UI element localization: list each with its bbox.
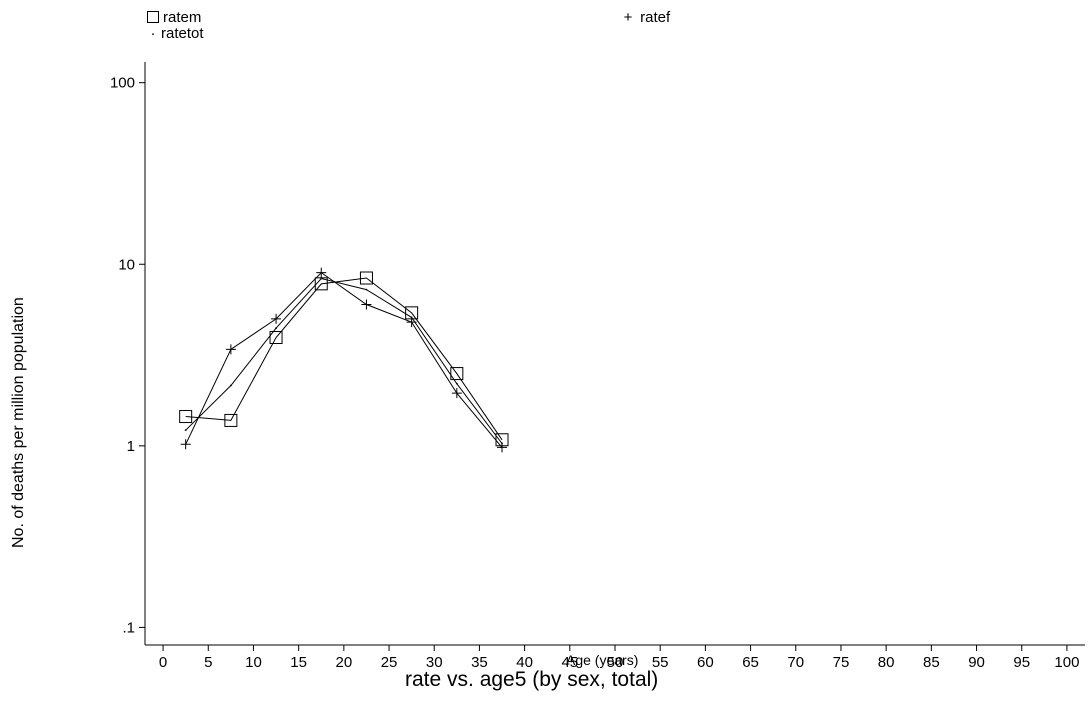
ratetot-point	[275, 327, 277, 330]
chart-title: rate vs. age5 (by sex, total)	[405, 668, 659, 691]
ratef-line	[185, 271, 503, 448]
x-tick-label: 60	[697, 654, 714, 671]
y-tick-label: 1	[127, 438, 135, 455]
ratetot-legend-symbol: ·	[150, 25, 156, 42]
series-layer	[179, 267, 509, 453]
ratetot-point	[320, 277, 323, 280]
ratef-point	[361, 299, 372, 310]
x-tick-label: 55	[652, 654, 669, 671]
ratetot-line	[185, 277, 503, 444]
ratem-legend-symbol	[147, 11, 159, 23]
ratetot-point	[455, 382, 458, 385]
y-axis-label: No. of deaths per million population	[10, 297, 27, 548]
x-axis-label: Age (years)	[566, 652, 639, 668]
x-tick-label: 5	[204, 654, 212, 671]
ratem-point	[224, 413, 238, 427]
y-tick-label: 100	[110, 75, 135, 92]
x-ticks: 0 5 10 15 20 25 30 35 40 45 50 55 60 65 70 75 80 85 90 95 10…	[159, 645, 1079, 671]
x-tick-label: 30	[426, 654, 443, 671]
x-tick-label: 80	[878, 654, 895, 671]
x-tick-label: 70	[787, 654, 804, 671]
x-tick-label: 20	[336, 654, 353, 671]
ratef-legend-label: ratef	[640, 9, 671, 26]
y-tick-label: .1	[122, 619, 135, 636]
ratem-point	[450, 367, 464, 381]
ratetot-point	[410, 316, 413, 319]
ratef-point	[225, 344, 236, 355]
x-tick-label: 10	[245, 654, 262, 671]
y-tick-label: 10	[118, 256, 135, 273]
ratef-point	[451, 388, 462, 399]
x-tick-label: 45	[561, 654, 578, 671]
x-tick-label: 35	[471, 654, 488, 671]
x-tick-label: 95	[1013, 654, 1030, 671]
x-tick-label: 75	[833, 654, 850, 671]
x-tick-label: 65	[742, 654, 759, 671]
x-tick-label: 100	[1054, 654, 1079, 671]
x-tick-label: 85	[923, 654, 940, 671]
ratetot-point	[365, 288, 368, 291]
ratem-point	[179, 410, 193, 424]
ratetot-point	[229, 384, 232, 387]
ratetot-point	[501, 442, 503, 445]
y-ticks: .1 1 10 100	[110, 75, 145, 636]
ratetot-point	[184, 429, 187, 432]
ratem-point	[359, 271, 373, 285]
ratem-point	[269, 331, 283, 345]
ratef-point	[180, 439, 191, 450]
legend-ratem: ratem	[147, 10, 201, 26]
x-tick-label: 25	[381, 654, 398, 671]
ratef-point	[316, 267, 327, 278]
x-tick-label: 15	[290, 654, 307, 671]
x-tick-label: 40	[516, 654, 533, 671]
x-tick-label: 50	[607, 654, 624, 671]
legend-ratef: + ratef	[620, 9, 671, 26]
x-tick-label: 90	[968, 654, 985, 671]
x-tick-label: 0	[159, 654, 167, 671]
ratef-point	[271, 313, 282, 324]
ratetot-legend-label: ratetot	[161, 25, 204, 42]
legend-ratetot: · ratetot	[145, 26, 204, 42]
ratem-line	[185, 277, 503, 441]
ratem-legend-label: ratem	[163, 9, 202, 26]
ratef-legend-symbol: +	[623, 9, 633, 26]
axes	[144, 62, 1085, 646]
